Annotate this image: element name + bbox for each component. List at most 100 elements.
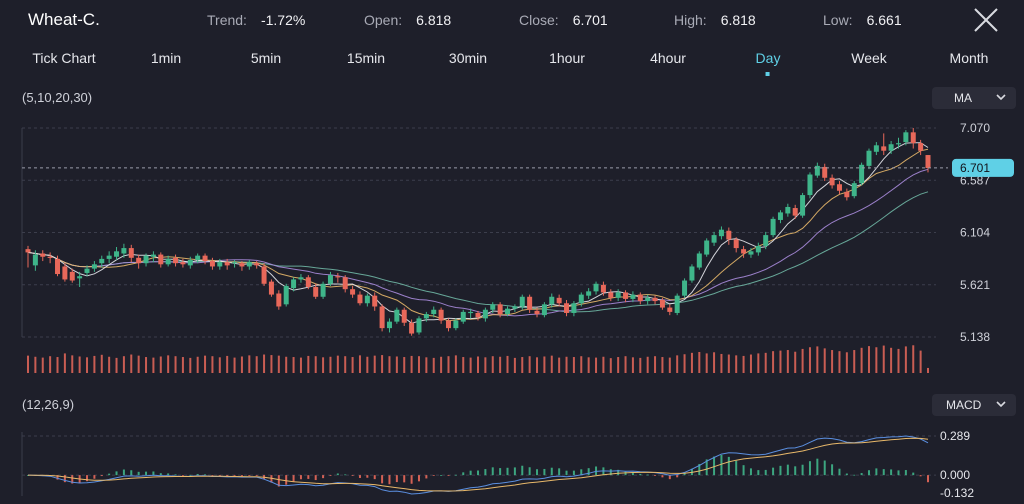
- volume-bar: [403, 357, 406, 373]
- tab-1min[interactable]: 1min: [151, 50, 181, 66]
- candle-body: [298, 277, 304, 280]
- candle-body: [615, 292, 621, 298]
- volume-bar: [226, 355, 229, 373]
- macd-histogram-bar: [617, 469, 620, 476]
- volume-bar: [742, 355, 745, 373]
- volume-bar: [668, 357, 671, 373]
- tab-week[interactable]: Week: [851, 50, 887, 66]
- macd-histogram-bar: [705, 459, 708, 476]
- tab-5min[interactable]: 5min: [251, 50, 281, 66]
- volume-bar: [34, 356, 37, 373]
- volume-bar: [218, 357, 221, 373]
- candle-body: [593, 283, 599, 292]
- macd-histogram-bar: [336, 473, 339, 476]
- volume-bar: [580, 356, 583, 373]
- macd-dif-line: [27, 435, 929, 495]
- volume-bar: [181, 357, 184, 373]
- macd-histogram-bar: [572, 470, 575, 476]
- candle-body: [770, 218, 776, 236]
- macd-histogram-bar: [174, 474, 177, 476]
- macd-histogram-bar: [668, 475, 671, 480]
- tab-1hour[interactable]: 1hour: [549, 50, 585, 66]
- macd-histogram-bar: [447, 475, 450, 476]
- macd-tick-label: 0.000: [940, 468, 970, 482]
- candle-body: [505, 308, 511, 315]
- macd-histogram-bar: [661, 475, 664, 478]
- macd-histogram-bar: [233, 475, 236, 476]
- macd-histogram-bar: [292, 475, 295, 482]
- volume-bar: [661, 357, 664, 373]
- low-value: 6.661: [866, 12, 902, 28]
- macd-histogram-bar: [462, 472, 465, 476]
- macd-histogram-bar: [381, 475, 384, 484]
- candle-body: [704, 240, 710, 255]
- macd-histogram-bar: [240, 475, 243, 477]
- candle-body: [268, 281, 274, 295]
- volume-bar: [764, 352, 767, 373]
- candle-body: [246, 262, 252, 267]
- macd-histogram-bar: [248, 475, 251, 476]
- close-button[interactable]: [972, 6, 1000, 34]
- candle-body: [600, 284, 606, 293]
- volume-bar: [919, 350, 922, 373]
- tab-4hour[interactable]: 4hour: [650, 50, 686, 66]
- indicator-select-ma[interactable]: MA: [932, 87, 1016, 109]
- volume-bar: [897, 348, 900, 373]
- volume-bar: [270, 355, 273, 373]
- macd-histogram-bar: [71, 475, 74, 484]
- tab-month[interactable]: Month: [950, 50, 989, 66]
- candle-body: [423, 314, 429, 319]
- volume-bar: [631, 357, 634, 373]
- volume-bar: [683, 354, 686, 373]
- candle-body: [468, 311, 474, 314]
- macd-histogram-bar: [410, 475, 413, 484]
- candle-body: [224, 262, 230, 266]
- candle-body: [313, 287, 319, 297]
- candle-body: [807, 174, 813, 196]
- macd-histogram-bar: [609, 469, 612, 476]
- macd-histogram-bar: [351, 475, 354, 476]
- candle-body: [748, 251, 754, 255]
- macd-histogram-bar: [838, 468, 841, 476]
- candle-body: [357, 294, 363, 304]
- volume-bar: [336, 355, 339, 373]
- volume-bar: [248, 355, 251, 373]
- volume-bar: [609, 358, 612, 373]
- candle-body: [888, 144, 894, 151]
- macd-histogram-bar: [226, 475, 229, 477]
- candle-body: [903, 132, 909, 143]
- volume-bar: [167, 355, 170, 373]
- candle-body: [682, 280, 688, 296]
- volume-bar: [506, 355, 509, 373]
- candle-body: [232, 262, 238, 264]
- macd-tick-label: 0.289: [940, 429, 970, 443]
- macd-histogram-bar: [491, 467, 494, 476]
- candle-body: [733, 239, 739, 249]
- macd-histogram-bar: [816, 458, 819, 476]
- macd-histogram-bar: [167, 473, 170, 476]
- volume-bar: [587, 357, 590, 373]
- tab-30min[interactable]: 30min: [449, 50, 487, 66]
- candle-body: [364, 295, 370, 304]
- macd-histogram-bar: [808, 461, 811, 476]
- candle-body: [755, 245, 761, 253]
- trend-value: -1.72%: [260, 12, 306, 28]
- quote-header: Wheat-C. Trend: -1.72% Open: 6.818 Close: 6…: [0, 0, 1024, 40]
- tab-label: 5min: [250, 50, 282, 66]
- macd-histogram-bar: [890, 469, 893, 476]
- candle-body: [209, 261, 215, 267]
- candle-body: [91, 264, 97, 269]
- macd-histogram-bar: [875, 468, 878, 476]
- macd-histogram-bar: [100, 475, 103, 477]
- tab-tick-chart[interactable]: Tick Chart: [32, 50, 95, 66]
- volume-bar: [786, 350, 789, 373]
- indicator-select-macd[interactable]: MACD: [932, 394, 1016, 416]
- macd-histogram-bar: [912, 472, 915, 476]
- macd-histogram-bar: [204, 474, 207, 476]
- volume-bar: [646, 356, 649, 373]
- candle-body: [792, 208, 798, 216]
- tab-15min[interactable]: 15min: [347, 50, 385, 66]
- macd-histogram-bar: [366, 475, 369, 478]
- tab-day[interactable]: Day: [756, 50, 780, 76]
